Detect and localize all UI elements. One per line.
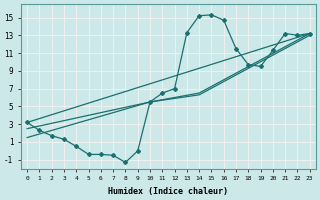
X-axis label: Humidex (Indice chaleur): Humidex (Indice chaleur): [108, 187, 228, 196]
